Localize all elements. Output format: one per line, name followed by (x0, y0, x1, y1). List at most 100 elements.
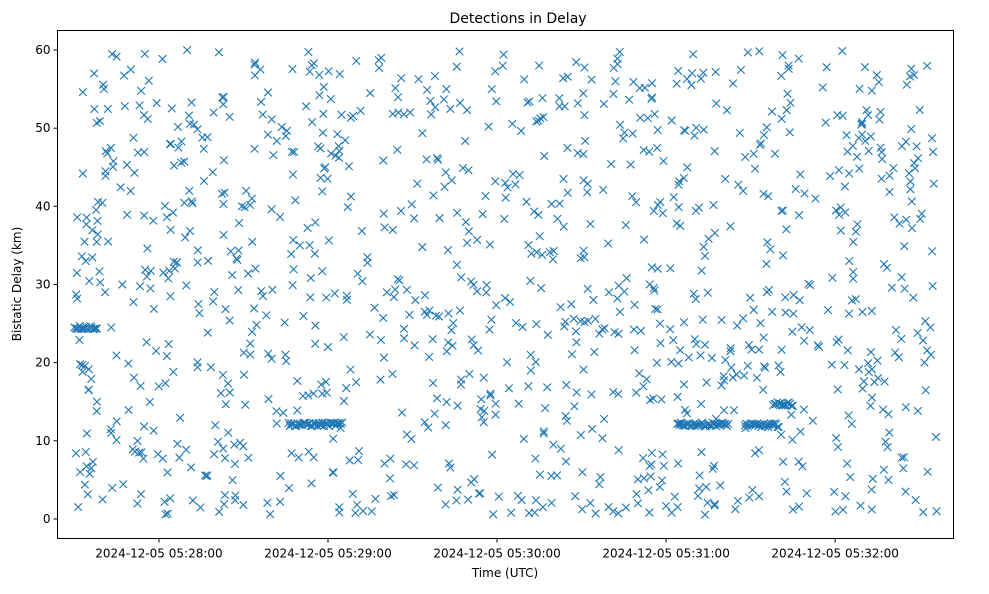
scatter-point-89 (571, 57, 581, 67)
scatter-point-37 (88, 253, 97, 262)
scatter-point-626 (621, 503, 631, 512)
scatter-point-571 (95, 267, 104, 276)
data-point-15 (112, 417, 121, 426)
scatter-point-515 (849, 237, 858, 247)
scatter-point-813 (902, 80, 912, 89)
scatter-point-702 (781, 308, 790, 317)
scatter-point-604 (225, 316, 234, 325)
scatter-point-455 (596, 472, 605, 482)
scatter-point-777 (726, 344, 735, 353)
scatter-point-892 (479, 373, 488, 382)
scatter-point-994 (181, 233, 190, 242)
scatter-point-276 (710, 501, 719, 510)
scatter-point-609 (463, 495, 473, 504)
scatter-point-984 (836, 203, 845, 212)
scatter-point-449 (928, 147, 938, 157)
scatter-point-659 (208, 297, 218, 306)
data-point-83 (788, 505, 798, 514)
scatter-point-41 (243, 269, 253, 278)
scatter-point-468 (895, 219, 904, 228)
scatter-point-403 (479, 417, 488, 427)
scatter-point-296 (922, 61, 932, 71)
scatter-point-670 (650, 286, 659, 295)
scatter-point-484 (644, 486, 653, 495)
scatter-point-379 (92, 237, 101, 247)
scatter-point-307 (439, 95, 449, 104)
scatter-point-603 (777, 71, 786, 81)
scatter-point-712 (486, 389, 495, 398)
scatter-point-32 (317, 380, 326, 389)
scatter-point-749 (293, 406, 302, 415)
scatter-point-48 (234, 246, 243, 255)
scatter-point-881 (275, 212, 285, 222)
data-point-42 (351, 378, 361, 387)
scatter-point-986 (536, 283, 546, 293)
scatter-point-443 (306, 273, 316, 283)
scatter-point-392 (80, 480, 90, 489)
scatter-point-854 (679, 380, 689, 389)
scatter-point-671 (922, 346, 932, 355)
scatter-point-186 (487, 84, 496, 94)
scatter-point-205 (379, 209, 388, 218)
scatter-point-822 (452, 62, 461, 71)
scatter-point-820 (632, 489, 641, 499)
scatter-point-10 (166, 292, 175, 301)
y-tick-label-0: 0 (43, 512, 51, 526)
scatter-point-404 (435, 213, 444, 223)
scatter-point-923 (268, 285, 277, 294)
data-point-70 (645, 147, 654, 156)
data-point-73 (676, 221, 685, 231)
scatter-point-790 (220, 188, 229, 197)
scatter-point-503 (782, 225, 791, 234)
y-tick-label-4: 40 (35, 199, 50, 213)
scatter-point-736 (223, 379, 233, 388)
scatter-point-266 (762, 123, 771, 132)
scatter-point-707 (628, 129, 637, 138)
scatter-point-461 (467, 335, 476, 344)
scatter-point-121 (699, 68, 708, 77)
scatter-point-848 (399, 334, 409, 343)
plot-frame (57, 30, 954, 539)
scatter-point-244 (75, 335, 84, 345)
scatter-point-259 (854, 365, 864, 374)
data-point-8 (87, 463, 96, 473)
cluster-1-point-25 (316, 420, 326, 430)
scatter-point-529 (702, 378, 711, 387)
data-point-95 (921, 317, 930, 326)
scatter-point-988 (699, 242, 708, 252)
scatter-point-262 (547, 498, 556, 508)
scatter-point-824 (691, 294, 700, 304)
scatter-point-640 (614, 445, 623, 455)
scatter-point-471 (534, 210, 543, 220)
scatter-point-225 (193, 125, 202, 134)
scatter-point-488 (77, 252, 86, 261)
scatter-point-842 (700, 251, 710, 261)
scatter-point-900 (614, 389, 623, 399)
scatter-point-388 (531, 454, 540, 463)
scatter-point-991 (233, 255, 242, 265)
scatter-point-197 (136, 490, 146, 499)
scatter-point-586 (535, 232, 544, 241)
scatter-point-649 (235, 438, 245, 447)
scatter-point-304 (246, 350, 255, 359)
scatter-point-76 (482, 288, 491, 297)
scatter-point-831 (161, 510, 170, 519)
scatter-point-743 (531, 357, 540, 367)
scatter-point-408 (195, 308, 204, 318)
scatter-point-737 (318, 187, 327, 196)
scatter-point-474 (165, 494, 175, 503)
scatter-point-292 (499, 50, 508, 59)
scatter-point-26 (673, 392, 682, 402)
scatter-point-376 (217, 189, 227, 198)
scatter-point-780 (572, 388, 581, 397)
scatter-point-9 (821, 118, 830, 127)
scatter-point-794 (433, 155, 443, 165)
scatter-point-814 (488, 450, 497, 459)
y-tick-label-2: 20 (35, 356, 50, 370)
cluster-2-point-0 (673, 419, 682, 429)
scatter-point-639 (234, 285, 243, 295)
scatter-point-452 (710, 146, 719, 156)
scatter-point-879 (133, 436, 142, 446)
scatter-point-883 (795, 296, 804, 305)
scatter-point-251 (379, 353, 389, 362)
